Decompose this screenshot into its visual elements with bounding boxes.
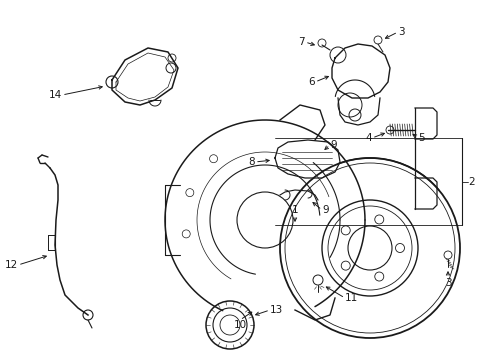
Text: 14: 14 <box>49 90 62 100</box>
Text: 10: 10 <box>233 320 246 330</box>
Text: 2: 2 <box>467 177 474 187</box>
Text: 12: 12 <box>5 260 18 270</box>
Text: 4: 4 <box>365 133 371 143</box>
Text: 9: 9 <box>329 140 336 150</box>
Text: 7: 7 <box>298 37 305 47</box>
Text: 3: 3 <box>444 278 450 288</box>
Text: 5: 5 <box>417 133 424 143</box>
Text: 8: 8 <box>248 157 254 167</box>
Text: 13: 13 <box>269 305 283 315</box>
Text: 1: 1 <box>291 205 298 215</box>
Text: 6: 6 <box>308 77 314 87</box>
Text: 11: 11 <box>345 293 358 303</box>
Text: 3: 3 <box>397 27 404 37</box>
Text: 9: 9 <box>321 205 328 215</box>
